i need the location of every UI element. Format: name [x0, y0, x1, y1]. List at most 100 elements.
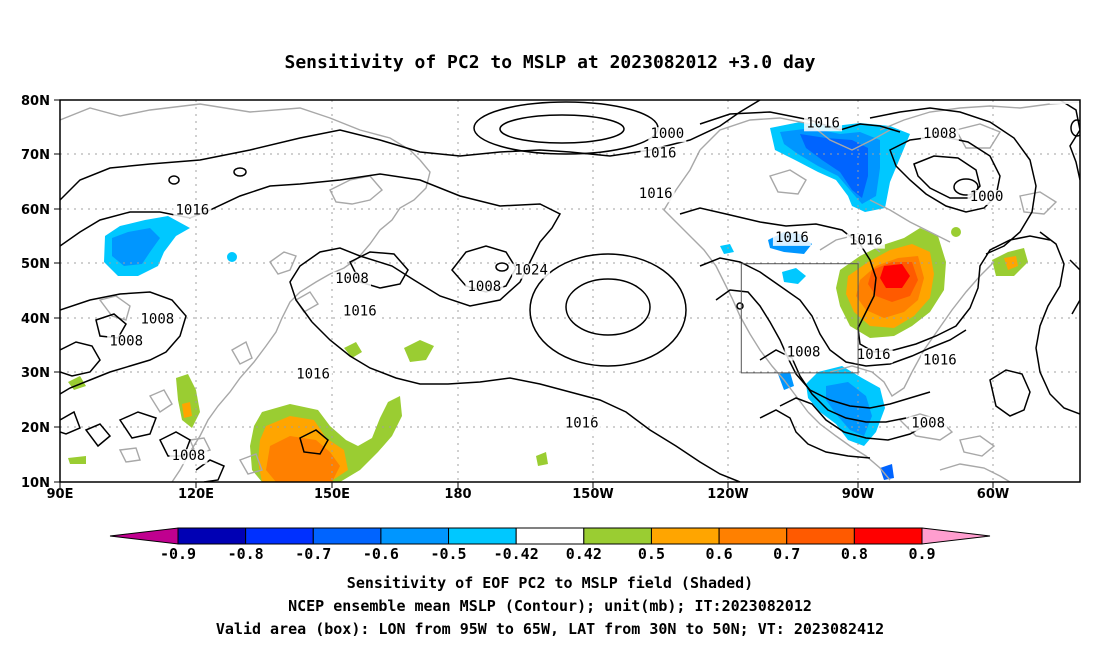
contour-label: 1008	[787, 344, 821, 360]
longitude-labels: 90E 120E 150E 180 150W 120W 90W 60W	[47, 487, 1010, 502]
positive-region-dot	[951, 227, 961, 237]
contour-label: 1016	[176, 203, 210, 219]
colorbar-labels: -0.9 -0.8 -0.7 -0.6 -0.5 -0.42 0.42 0.5 0.6 0.7 0.…	[160, 545, 936, 563]
colorbar-label: -0.9	[160, 545, 196, 563]
colorbar-low-triangle	[109, 527, 179, 545]
colorbar-label: 0.5	[638, 545, 665, 563]
lon-label: 120W	[707, 487, 748, 502]
lat-label: 40N	[21, 312, 50, 327]
caption-line-3: Valid area (box): LON from 95W to 65W, L…	[216, 620, 884, 638]
lat-label: 70N	[21, 148, 50, 163]
contour-label: 1000	[970, 189, 1004, 205]
colorbar-cell	[380, 527, 450, 545]
contour-label: 1016	[643, 145, 677, 161]
contour-label-bg	[967, 189, 1006, 205]
colorbar-cell	[650, 527, 720, 545]
contour-label-bg	[465, 280, 504, 295]
contour-label: 1008	[335, 271, 369, 287]
contour-label-bg	[173, 203, 212, 219]
positive-region-west-pacific-core	[266, 436, 340, 482]
lat-label: 10N	[21, 476, 50, 491]
sensitivity-shading	[68, 122, 1028, 482]
contour-label: 1016	[639, 186, 673, 202]
contour-label: 1000	[650, 126, 684, 142]
colorbar-label: -0.5	[430, 545, 466, 563]
contour-label-bg	[920, 353, 959, 369]
contour-label-bg	[169, 449, 208, 465]
contour-label-bg	[804, 116, 843, 132]
lat-label: 50N	[21, 257, 50, 272]
colorbar-cell	[312, 527, 382, 545]
colorbar-cell	[245, 527, 314, 545]
colorbar-high-triangle	[921, 527, 991, 545]
contour-label: 1016	[857, 347, 891, 363]
contour-label: 1008	[923, 126, 957, 142]
contour-label-bg	[332, 271, 371, 287]
contour-label: 1008	[467, 279, 501, 295]
lon-label: 90E	[47, 487, 74, 502]
colorbar-cell	[448, 527, 517, 545]
colorbar-label: -0.42	[494, 545, 539, 563]
contour-label: 1008	[172, 448, 206, 464]
contour-label-bg	[920, 127, 959, 143]
colorbar-cell	[515, 527, 585, 545]
contour-label: 1016	[565, 415, 599, 431]
positive-region-small-2	[344, 342, 362, 358]
map-frame	[59, 99, 1081, 483]
colorbar-cell	[853, 527, 923, 545]
colorbar-label: 0.9	[908, 545, 935, 563]
contour-label-bg	[294, 367, 333, 383]
contour-label-bg	[107, 334, 146, 350]
contour-label: 1016	[775, 230, 809, 246]
colorbar-label: 0.7	[773, 545, 800, 563]
positive-region-small-6	[536, 452, 548, 466]
contour-label-bg	[784, 345, 823, 361]
colorbar-cell	[583, 527, 652, 545]
positive-region-small-3	[404, 340, 434, 362]
positive-region-small-5	[68, 456, 86, 464]
negative-region-canada2	[782, 268, 806, 284]
colorbar-label: -0.6	[363, 545, 399, 563]
contour-label-bg	[512, 263, 551, 279]
contour-label: 101	[1052, 88, 1077, 104]
lon-label: 150W	[572, 487, 613, 502]
contour-label-bg	[640, 146, 679, 162]
negative-region-gulf-core	[826, 382, 872, 436]
contour-label-bg	[909, 416, 948, 432]
contour-label-bg	[772, 230, 811, 246]
contour-label-bg	[138, 312, 177, 328]
colorbar-label: -0.7	[295, 545, 331, 563]
colorbar-label: 0.8	[841, 545, 868, 563]
contour-labels: 1000 1016 1016 1016 1016 1008 1000 1016 1016 1008…	[107, 88, 1080, 465]
contour-label: 1024	[514, 263, 548, 279]
contour-label: 1016	[806, 115, 840, 131]
contour-label: 1016	[923, 353, 957, 369]
lon-label: 120E	[178, 487, 214, 502]
contour-label-bg	[846, 233, 885, 249]
contour-label: 1016	[849, 233, 883, 249]
figure-title: Sensitivity of PC2 to MSLP at 2023082012…	[284, 52, 815, 73]
negative-region-west	[720, 244, 734, 254]
lon-label: 150E	[314, 487, 350, 502]
lon-label: 60W	[977, 487, 1009, 502]
colorbar-cell	[177, 527, 247, 545]
caption-line-2: NCEP ensemble mean MSLP (Contour); unit(…	[288, 597, 812, 615]
contour-label-bg	[648, 127, 687, 143]
colorbar-label: 0.6	[706, 545, 733, 563]
contour-label: 1008	[911, 415, 945, 431]
negative-region-dot	[227, 252, 237, 262]
lon-label: 90W	[842, 487, 874, 502]
lat-label: 80N	[21, 94, 50, 109]
negative-region-pacific-coast	[778, 372, 794, 390]
colorbar-cell	[718, 527, 788, 545]
colorbar: -0.9 -0.8 -0.7 -0.6 -0.5 -0.42 0.42 0.5 0.6 0.7 0.…	[109, 527, 991, 563]
valid-area-box	[740, 263, 859, 374]
negative-region-asia-core	[112, 228, 160, 266]
colorbar-label: 0.42	[566, 545, 602, 563]
positive-region-atlantic-core	[1004, 256, 1018, 270]
caption-line-1: Sensitivity of EOF PC2 to MSLP field (Sh…	[347, 574, 753, 592]
colorbar-label: -0.8	[228, 545, 264, 563]
contour-label-bg	[340, 304, 379, 320]
map-panel: 1000 1016 1016 1016 1016 1008 1000 1016 1016 1008…	[21, 88, 1081, 502]
